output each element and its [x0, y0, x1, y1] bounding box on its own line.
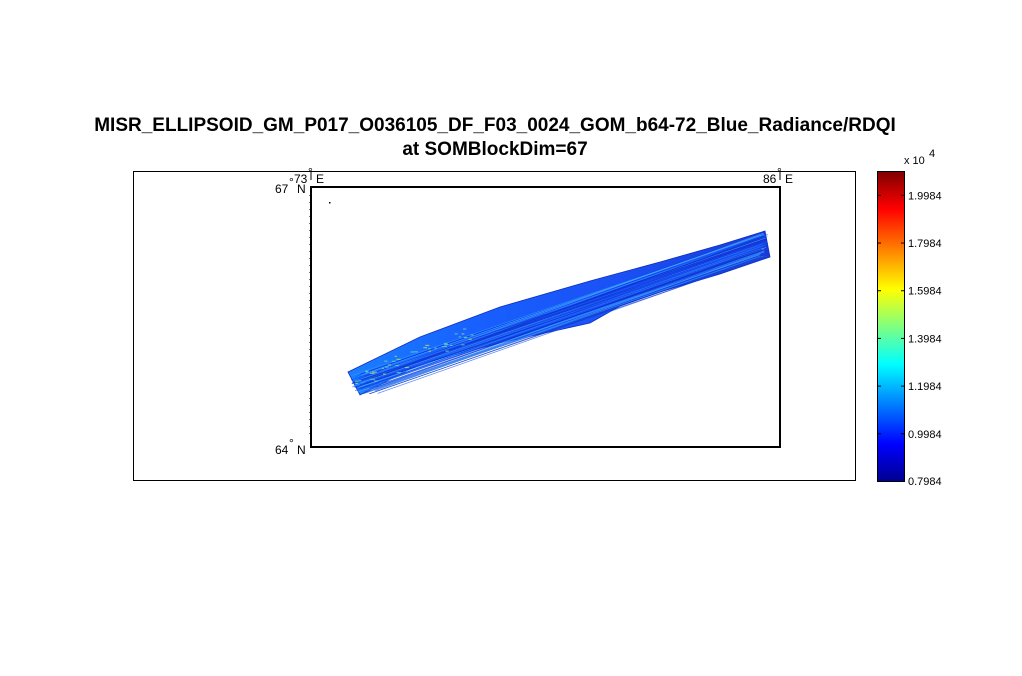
swath-high-value [369, 372, 375, 374]
swath-high-value [358, 380, 362, 382]
swath-high-value [392, 360, 396, 362]
swath-high-value [388, 364, 392, 366]
colorbar-tick-label: 1.9984 [908, 190, 942, 202]
colorbar-exponent-label: x 10 [904, 155, 925, 167]
swath-high-value [396, 372, 402, 374]
lat-label-67-hemi: N [297, 182, 306, 196]
swath-high-value [454, 333, 458, 335]
swath-high-value [425, 344, 430, 346]
lat-label-64-deg: 64 [275, 443, 289, 457]
swath-high-value [428, 350, 431, 352]
lon-label-73-deg-sign: ° [308, 165, 313, 179]
colorbar-tick-label: 1.7984 [908, 238, 942, 250]
swath-high-value [461, 344, 465, 346]
swath-high-value [423, 347, 428, 349]
swath-scanline [354, 248, 762, 388]
swath-scanline [369, 256, 762, 395]
stray-pixel [329, 202, 331, 204]
swath-high-value [461, 333, 465, 335]
swath-high-value [385, 366, 389, 368]
swath-scanline [373, 250, 765, 390]
swath-high-value [365, 370, 369, 372]
chart-title-line-2: at SOMBlockDim=67 [402, 139, 588, 160]
colorbar-tick-label: 0.7984 [908, 476, 942, 488]
colorbar-ticks: 1.9984 1.7984 1.5984 1.3984 1.1984 0.9984 0.79… [877, 190, 942, 488]
swath-scanline [359, 245, 761, 385]
lon-label-73-deg: 73 [294, 172, 308, 186]
swath-scanline [376, 243, 766, 384]
swath-high-value [458, 336, 461, 338]
swath-scanline [360, 233, 764, 376]
swath-high-value [381, 367, 384, 369]
swath-high-value [410, 351, 414, 353]
swath-high-value [444, 344, 448, 346]
lat-label-64-hemi: N [297, 443, 306, 457]
lon-label-86-deg-sign: ° [777, 165, 782, 179]
swath-high-value [434, 347, 437, 349]
swath-high-value [395, 365, 399, 367]
swath-high-value [394, 355, 397, 357]
colorbar [877, 171, 905, 482]
colorbar-exponent-power: 4 [929, 148, 935, 160]
swath-scanline [350, 239, 765, 381]
lat-label-67-deg: 67 [275, 182, 289, 196]
swath-high-value [441, 346, 447, 348]
radiance-swath [347, 230, 771, 396]
colorbar-tick-label: 1.1984 [908, 381, 942, 393]
swath-high-value [405, 367, 409, 369]
swath-high-value [382, 373, 386, 375]
lat-label-67-deg-sign: ° [289, 175, 294, 189]
swath-high-value [449, 344, 453, 346]
swath-high-value [468, 338, 472, 340]
swath-high-value [470, 334, 474, 336]
swath-scanline [364, 242, 766, 383]
swath-high-value [365, 371, 368, 373]
swath-high-value [428, 348, 431, 350]
swath-high-value [463, 337, 468, 339]
swath-high-value [443, 342, 448, 344]
swath-high-value [371, 371, 377, 373]
lon-label-86-deg: 86 [763, 172, 777, 186]
lon-label-86-hemi: E [785, 172, 793, 186]
swath-high-value [355, 382, 358, 384]
swath-scanline [351, 234, 762, 376]
lat-label-64-deg-sign: ° [289, 436, 294, 450]
swath-high-value [384, 360, 388, 362]
swath-scanline [365, 255, 761, 394]
swath-scanline [369, 249, 763, 389]
lon-label-73-hemi: E [316, 172, 324, 186]
colorbar-tick-label: 1.3984 [908, 333, 942, 345]
swath-high-value [370, 378, 375, 380]
swath-high-value [463, 328, 467, 330]
swath-high-value [414, 351, 418, 353]
chart-title-line-1: MISR_ELLIPSOID_GM_P017_O036105_DF_F03_00… [94, 115, 896, 136]
swath-high-value [396, 358, 401, 360]
colorbar-tick-label: 0.9984 [908, 429, 942, 441]
swath-high-value [355, 380, 359, 382]
swath-scanline [355, 242, 766, 383]
colorbar-tick-label: 1.5984 [908, 286, 942, 298]
swath-high-value [374, 380, 378, 382]
swath-high-value [445, 350, 449, 352]
